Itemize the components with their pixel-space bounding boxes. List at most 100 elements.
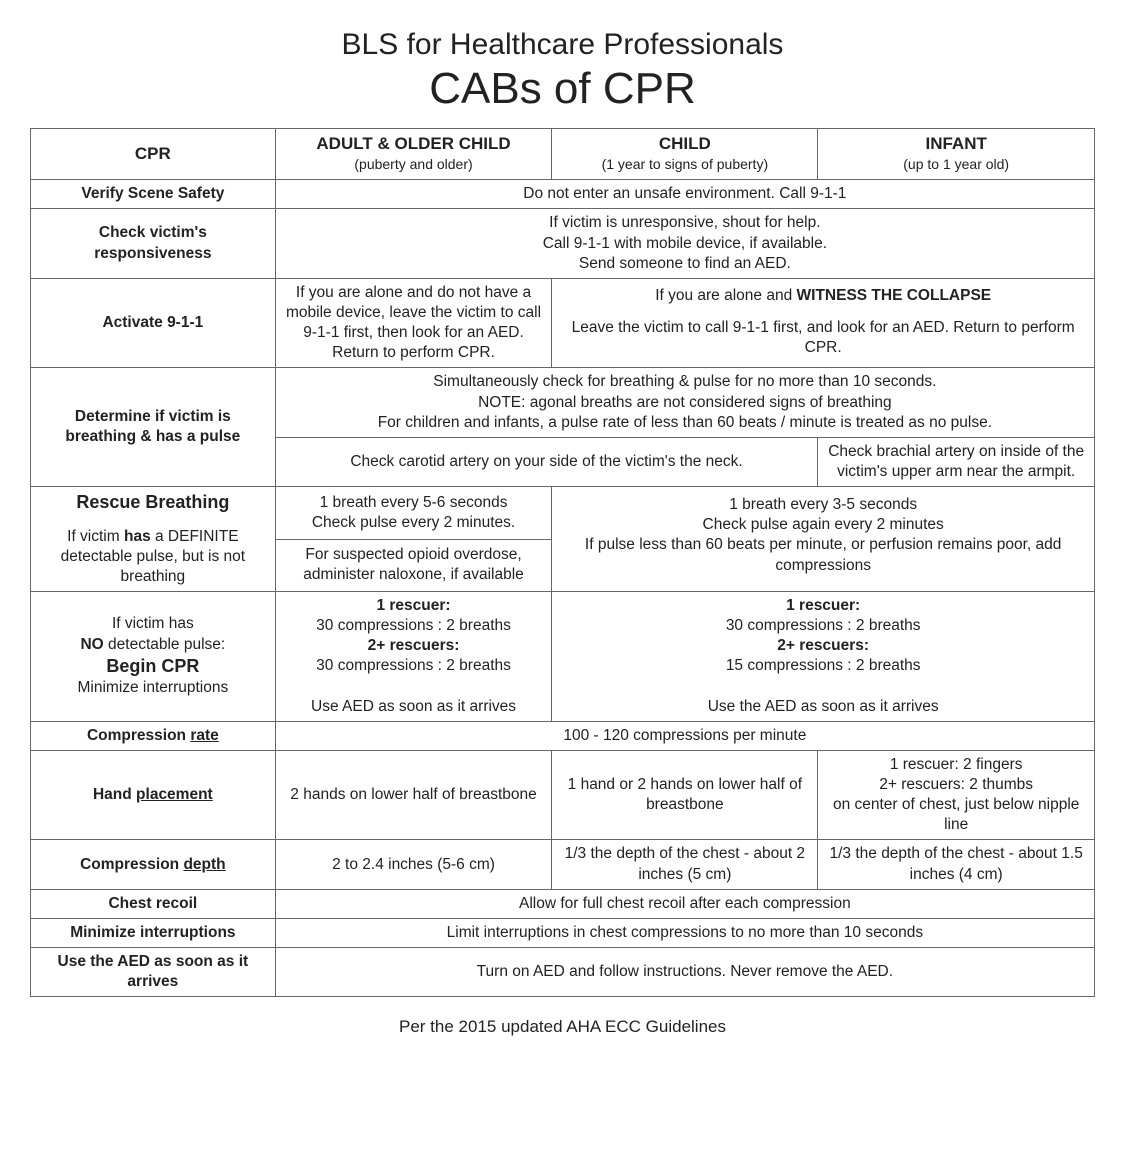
rescue-adult: 1 breath every 5-6 seconds Check pulse e…: [275, 487, 552, 539]
bc-a-aed: Use AED as soon as it arrives: [311, 698, 516, 715]
bc-k-r2v: 15 compressions : 2 breaths: [726, 657, 921, 674]
rescue-kids-l3: If pulse less than 60 beats per minute, …: [585, 536, 1061, 573]
pi-l3: on center of chest, just below nipple li…: [833, 796, 1079, 833]
bc-l2p: detectable pulse:: [104, 636, 226, 653]
table-header-row: CPR ADULT & OLDER CHILD (puberty and old…: [31, 129, 1095, 180]
row-depth: Compression depth 2 to 2.4 inches (5-6 c…: [31, 840, 1095, 889]
aed-value: Turn on AED and follow instructions. Nev…: [275, 948, 1094, 997]
row-aed: Use the AED as soon as it arrives Turn o…: [31, 948, 1095, 997]
activate-kids-bold: WITNESS THE COLLAPSE: [797, 287, 992, 304]
col-child: CHILD (1 year to signs of puberty): [552, 129, 818, 180]
bc-a-r2v: 30 compressions : 2 breaths: [316, 657, 511, 674]
aed-label: Use the AED as soon as it arrives: [31, 948, 276, 997]
row-activate-label: Activate 9-1-1: [31, 278, 276, 368]
depth-label: Compression depth: [31, 840, 276, 889]
placement-child: 1 hand or 2 hands on lower half of breas…: [552, 750, 818, 840]
bp-t2: NOTE: agonal breaths are not considered …: [478, 394, 892, 411]
col-cpr-label: CPR: [135, 144, 171, 163]
begin-cpr-adult: 1 rescuer: 30 compressions : 2 breaths 2…: [275, 591, 552, 721]
depth-infant: 1/3 the depth of the chest - about 1.5 i…: [818, 840, 1095, 889]
rate-label: Compression rate: [31, 721, 276, 750]
depth-u: depth: [183, 856, 225, 873]
bp-t1: Simultaneously check for breathing & pul…: [433, 373, 936, 390]
col-child-top: CHILD: [659, 134, 711, 153]
bc-a-r1v: 30 compressions : 2 breaths: [316, 617, 511, 634]
rescue-sub-bold: has: [124, 528, 151, 545]
col-infant-top: INFANT: [925, 134, 986, 153]
row-rescue-1: Rescue Breathing If victim has a DEFINIT…: [31, 487, 1095, 539]
bc-l3: Begin CPR: [106, 656, 199, 676]
title-line-1: BLS for Healthcare Professionals: [30, 28, 1095, 62]
placement-pre: Hand: [93, 786, 136, 803]
row-breathing-label: Determine if victim is breathing & has a…: [31, 368, 276, 487]
placement-u: placement: [136, 786, 213, 803]
bc-l1: If victim has: [112, 615, 194, 632]
row-verify-value: Do not enter an unsafe environment. Call…: [275, 180, 1094, 209]
bc-a-r1b: 1 rescuer:: [376, 597, 450, 614]
bc-l2b: NO: [80, 636, 103, 653]
placement-infant: 1 rescuer: 2 fingers 2+ rescuers: 2 thum…: [818, 750, 1095, 840]
activate-kids-bottom: Leave the victim to call 9-1-1 first, an…: [552, 312, 1094, 366]
minimize-label: Minimize interruptions: [31, 918, 276, 947]
row-verify: Verify Scene Safety Do not enter an unsa…: [31, 180, 1095, 209]
begin-cpr-label: If victim has NO detectable pulse: Begin…: [31, 591, 276, 721]
bc-k-r1v: 30 compressions : 2 breaths: [726, 617, 921, 634]
begin-cpr-kids: 1 rescuer: 30 compressions : 2 breaths 2…: [552, 591, 1095, 721]
col-adult-top: ADULT & OLDER CHILD: [316, 134, 510, 153]
rescue-kids-l2: Check pulse again every 2 minutes: [703, 516, 944, 533]
rescue-kids-l1: 1 breath every 3-5 seconds: [729, 496, 917, 513]
row-placement: Hand placement 2 hands on lower half of …: [31, 750, 1095, 840]
title-line-2: CABs of CPR: [30, 64, 1095, 114]
bp-brachial: Check brachial artery on inside of the v…: [818, 437, 1095, 486]
rescue-kids: 1 breath every 3-5 seconds Check pulse a…: [552, 487, 1095, 592]
activate-adult: If you are alone and do not have a mobil…: [275, 278, 552, 368]
col-infant-sub: (up to 1 year old): [903, 156, 1009, 172]
rate-pre: Compression: [87, 727, 190, 744]
row-responsiveness-label: Check victim's responsiveness: [31, 209, 276, 278]
placement-adult: 2 hands on lower half of breastbone: [275, 750, 552, 840]
bc-k-r1b: 1 rescuer:: [786, 597, 860, 614]
rescue-opioid: For suspected opioid overdose, administe…: [275, 539, 552, 591]
col-cpr: CPR: [31, 129, 276, 180]
row-rate: Compression rate 100 - 120 compressions …: [31, 721, 1095, 750]
rate-value: 100 - 120 compressions per minute: [275, 721, 1094, 750]
row-activate: Activate 9-1-1 If you are alone and do n…: [31, 278, 1095, 368]
row-breathing-top: Determine if victim is breathing & has a…: [31, 368, 1095, 437]
document-page: BLS for Healthcare Professionals CABs of…: [0, 0, 1125, 1167]
depth-child: 1/3 the depth of the chest - about 2 inc…: [552, 840, 818, 889]
footer-text: Per the 2015 updated AHA ECC Guidelines: [30, 1017, 1095, 1037]
col-infant: INFANT (up to 1 year old): [818, 129, 1095, 180]
cpr-table: CPR ADULT & OLDER CHILD (puberty and old…: [30, 128, 1095, 997]
bc-a-r2b: 2+ rescuers:: [368, 637, 460, 654]
row-verify-label: Verify Scene Safety: [31, 180, 276, 209]
row-rescue-label: Rescue Breathing If victim has a DEFINIT…: [31, 487, 276, 592]
recoil-label: Chest recoil: [31, 889, 276, 918]
minimize-value: Limit interruptions in chest compression…: [275, 918, 1094, 947]
rescue-title: Rescue Breathing: [39, 491, 267, 514]
col-adult: ADULT & OLDER CHILD (puberty and older): [275, 129, 552, 180]
col-child-sub: (1 year to signs of puberty): [602, 156, 769, 172]
resp-l2: Call 9-1-1 with mobile device, if availa…: [543, 235, 827, 252]
rescue-adult-l2: Check pulse every 2 minutes.: [312, 514, 515, 531]
row-begin-cpr: If victim has NO detectable pulse: Begin…: [31, 591, 1095, 721]
resp-l3: Send someone to find an AED.: [579, 255, 791, 272]
rescue-adult-l1: 1 breath every 5-6 seconds: [320, 494, 508, 511]
resp-l1: If victim is unresponsive, shout for hel…: [549, 214, 820, 231]
recoil-value: Allow for full chest recoil after each c…: [275, 889, 1094, 918]
row-responsiveness-value: If victim is unresponsive, shout for hel…: [275, 209, 1094, 278]
rescue-sub-pre: If victim: [67, 528, 124, 545]
activate-kids: If you are alone and WITNESS THE COLLAPS…: [552, 278, 1095, 368]
placement-label: Hand placement: [31, 750, 276, 840]
depth-pre: Compression: [80, 856, 183, 873]
rate-u: rate: [190, 727, 218, 744]
bc-l4: Minimize interruptions: [77, 679, 228, 696]
bp-t3: For children and infants, a pulse rate o…: [378, 414, 992, 431]
bc-k-aed: Use the AED as soon as it arrives: [708, 698, 939, 715]
bp-carotid: Check carotid artery on your side of the…: [275, 437, 818, 486]
breathing-top: Simultaneously check for breathing & pul…: [275, 368, 1094, 437]
row-recoil: Chest recoil Allow for full chest recoil…: [31, 889, 1095, 918]
activate-kids-pre: If you are alone and: [655, 287, 796, 304]
row-minimize: Minimize interruptions Limit interruptio…: [31, 918, 1095, 947]
pi-l1: 1 rescuer: 2 fingers: [890, 756, 1023, 773]
col-adult-sub: (puberty and older): [354, 156, 472, 172]
